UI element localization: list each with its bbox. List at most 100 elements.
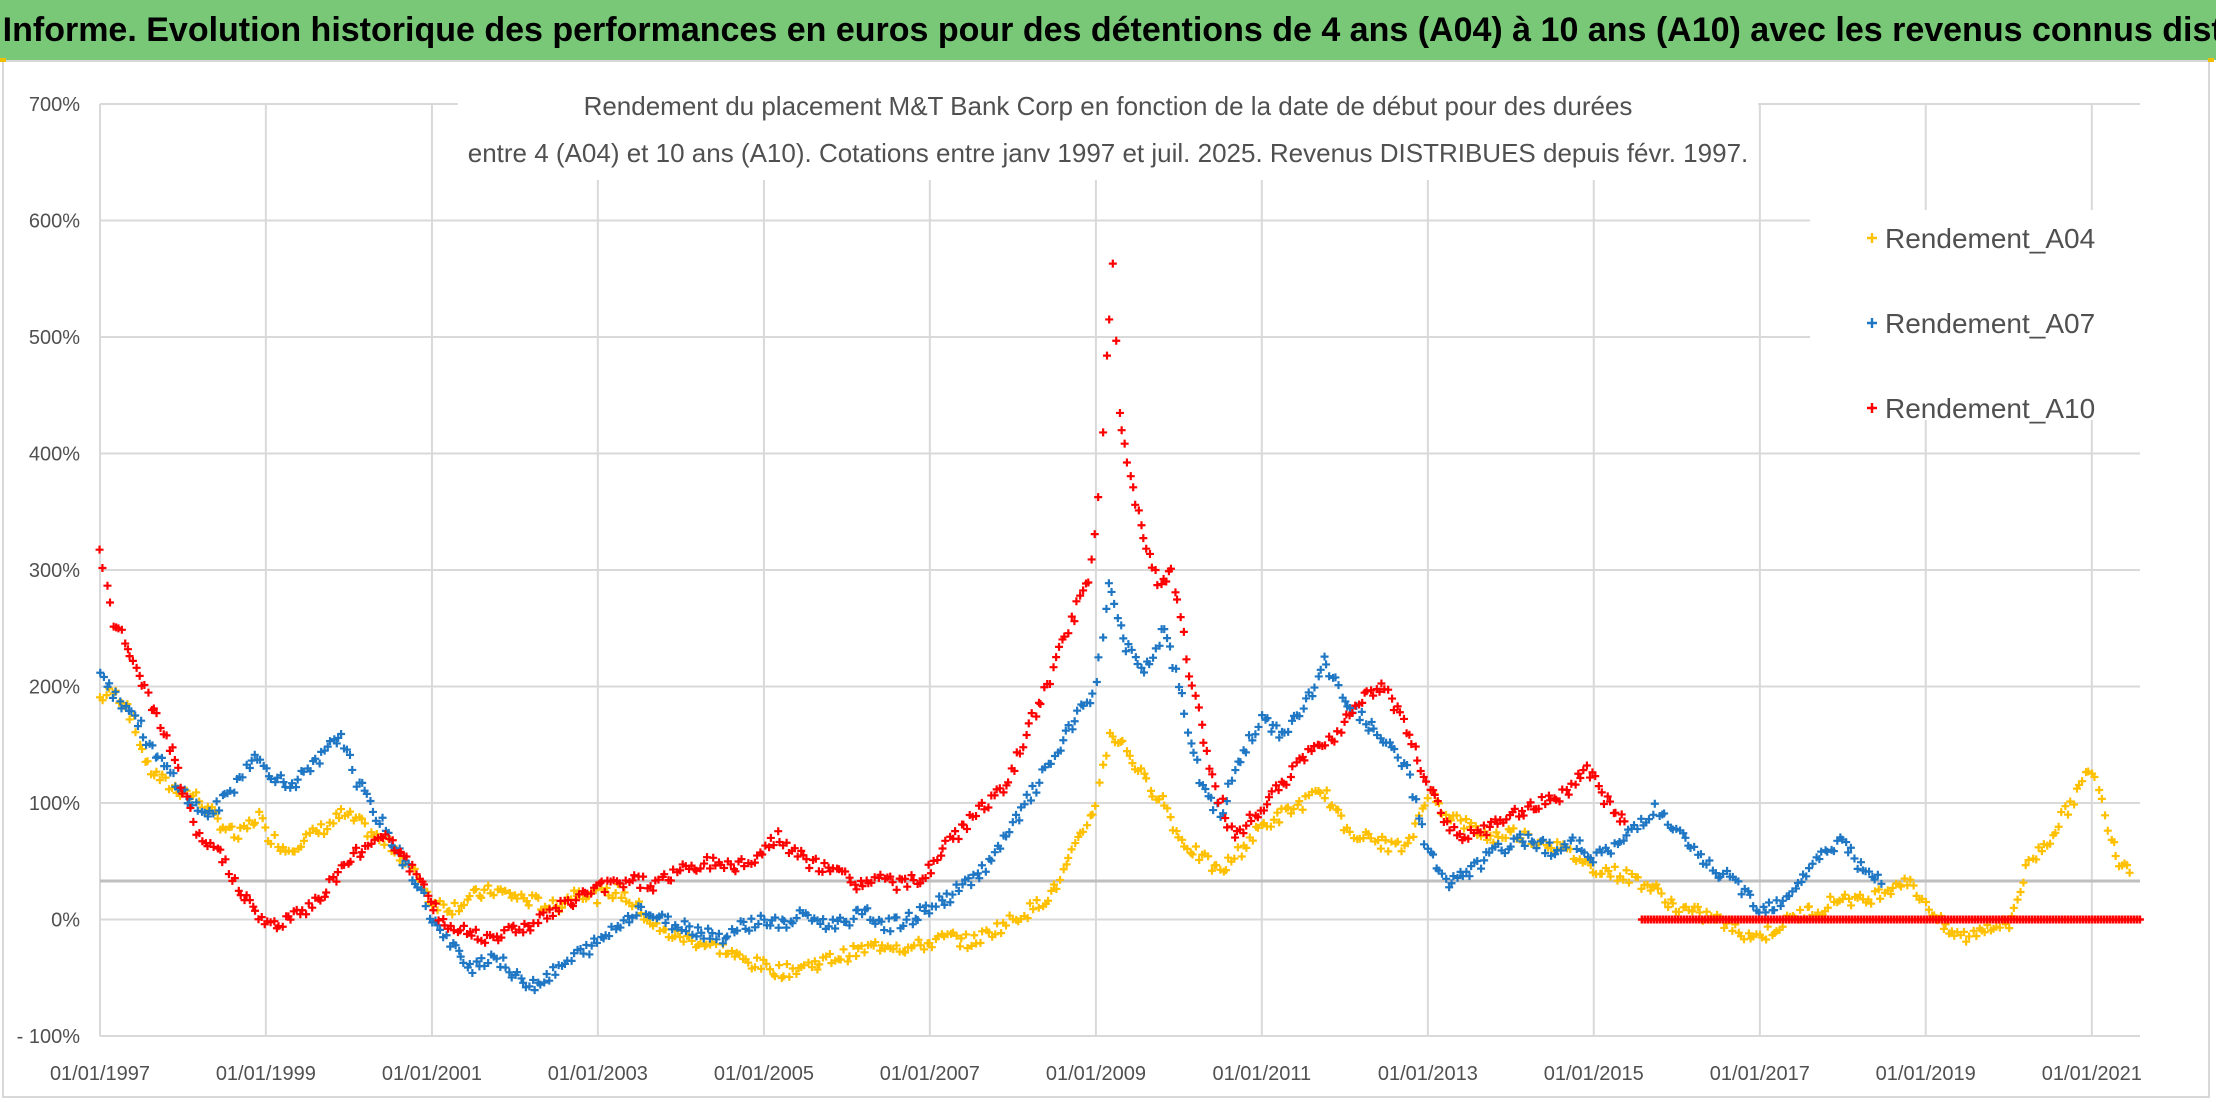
data-point <box>209 809 218 818</box>
data-point <box>811 854 820 863</box>
data-point <box>1695 908 1704 917</box>
data-point <box>1876 894 1885 903</box>
data-point <box>620 888 629 897</box>
data-point <box>1462 815 1471 824</box>
data-point <box>1765 898 1773 907</box>
data-point <box>1184 728 1193 737</box>
data-point <box>1667 895 1676 904</box>
data-point <box>1367 686 1376 695</box>
data-point <box>378 813 387 822</box>
data-point <box>1366 834 1375 843</box>
data-point <box>106 598 115 607</box>
data-point <box>954 835 963 844</box>
data-point <box>1052 653 1061 662</box>
data-point <box>1205 764 1214 773</box>
data-point <box>694 923 703 932</box>
data-point <box>1529 838 1538 847</box>
data-point <box>1829 847 1838 856</box>
data-point <box>306 767 315 776</box>
data-point <box>1737 890 1746 899</box>
data-point <box>853 905 862 914</box>
data-point <box>349 849 358 858</box>
data-point <box>2009 903 2018 912</box>
data-point <box>2103 826 2112 835</box>
data-point <box>1052 884 1061 893</box>
data-point <box>788 919 797 928</box>
data-point <box>1064 629 1073 638</box>
chart-frame <box>2 60 2210 1098</box>
data-point <box>1049 880 1058 889</box>
data-point <box>455 946 464 955</box>
data-point <box>1965 932 1974 941</box>
data-point <box>567 956 576 965</box>
data-point <box>1720 923 1729 932</box>
data-point <box>740 862 749 871</box>
data-point <box>1133 660 1142 669</box>
data-point <box>1004 778 1013 787</box>
data-point <box>757 964 766 973</box>
data-point <box>933 856 942 865</box>
data-point <box>1140 668 1149 677</box>
data-point <box>316 896 325 905</box>
data-point <box>1126 472 1135 481</box>
data-point <box>1341 697 1350 706</box>
data-point <box>913 915 922 924</box>
data-point <box>226 786 235 795</box>
data-point <box>1158 792 1167 801</box>
data-point <box>1110 599 1119 608</box>
data-point <box>1046 759 1055 768</box>
data-point <box>2005 924 2014 933</box>
data-point <box>1236 758 1245 767</box>
frame-corner-marker <box>0 58 6 62</box>
data-point <box>367 828 376 837</box>
data-point <box>1102 751 1111 760</box>
data-point <box>973 869 982 878</box>
data-point <box>1611 808 1620 817</box>
data-point <box>1778 922 1787 931</box>
x-tick-label: 01/01/2013 <box>1378 1063 1478 1085</box>
data-point <box>1072 597 1081 606</box>
data-point <box>2057 808 2066 817</box>
data-point <box>654 875 663 884</box>
data-point <box>1526 798 1535 807</box>
data-point <box>266 774 275 783</box>
data-point <box>332 877 341 886</box>
data-point <box>1385 738 1394 747</box>
data-point <box>1230 854 1239 863</box>
data-point <box>1445 826 1454 835</box>
data-point <box>434 916 443 925</box>
data-point <box>600 888 609 897</box>
series-Rendement_A10 <box>95 259 1629 947</box>
data-point <box>448 910 457 919</box>
data-point <box>1062 860 1071 869</box>
data-point <box>1650 799 1659 808</box>
data-point <box>1886 890 1895 899</box>
data-point <box>1456 816 1465 825</box>
data-point <box>1867 899 1876 908</box>
data-point <box>1376 844 1385 853</box>
data-point <box>871 938 880 947</box>
data-point <box>987 856 996 865</box>
data-point <box>255 807 264 816</box>
series-Rendement_A10-zero-band <box>1637 915 2144 924</box>
data-point <box>1696 850 1705 859</box>
data-point <box>1316 788 1325 797</box>
data-point <box>1147 786 1156 795</box>
data-point <box>915 903 924 912</box>
data-point <box>675 933 684 942</box>
data-point <box>977 861 986 870</box>
data-point <box>1320 794 1329 803</box>
data-point <box>429 906 438 915</box>
data-point <box>1465 872 1474 881</box>
data-point <box>335 814 344 823</box>
data-point <box>1615 837 1624 846</box>
data-point <box>954 886 963 895</box>
data-point <box>587 941 596 950</box>
data-point <box>1272 781 1281 790</box>
legend-box <box>1810 210 2140 420</box>
data-point <box>828 915 837 924</box>
data-point <box>1571 780 1580 789</box>
y-tick-label: 100% <box>29 793 80 815</box>
data-point <box>1447 879 1456 888</box>
data-point <box>1877 879 1886 888</box>
